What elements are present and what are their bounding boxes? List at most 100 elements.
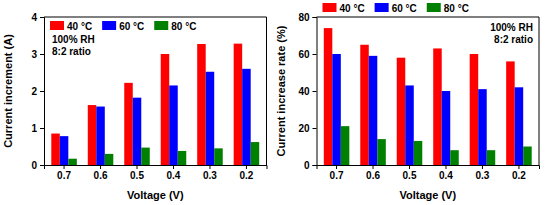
tick: 0 (31, 160, 44, 171)
bar (324, 28, 333, 165)
tick: 0.7 (57, 165, 71, 181)
bar (51, 134, 60, 165)
tick-mark (313, 17, 317, 18)
bar (332, 54, 341, 165)
tick-mark (173, 165, 174, 169)
bar (470, 54, 479, 165)
legend-label: 80 °C (171, 21, 196, 32)
tick-mark (40, 128, 44, 129)
bar (105, 154, 114, 165)
tick: 40 (298, 86, 316, 97)
tick-mark (313, 91, 317, 92)
bar (141, 148, 150, 165)
plot-frame (44, 17, 267, 165)
tick-mark (40, 165, 44, 166)
bar (397, 58, 406, 165)
tick-label: 0.5 (403, 170, 417, 181)
tick: 3 (31, 49, 44, 60)
bar (515, 87, 524, 165)
bar (206, 72, 215, 165)
bar (60, 136, 69, 165)
annotation: 8:2 ratio (52, 46, 91, 57)
tick-mark (313, 165, 317, 166)
tick-label: 4 (31, 12, 37, 23)
tick-label: 0.7 (330, 170, 344, 181)
legend-swatch (102, 21, 116, 30)
tick-mark (373, 165, 374, 169)
tick-label: 0.4 (167, 170, 181, 181)
tick-mark (336, 165, 337, 169)
tick-mark (445, 165, 446, 169)
bar (478, 89, 487, 165)
axis-line (45, 166, 268, 170)
tick: 0 (304, 160, 317, 171)
tick: 0.6 (366, 165, 380, 181)
bar (405, 85, 414, 165)
bar (506, 61, 515, 165)
bar (96, 107, 105, 165)
y-axis-title: Current increase rate (%) (275, 25, 287, 156)
bar (214, 148, 223, 165)
legend-label: 60 °C (119, 21, 144, 32)
legend-swatch (154, 21, 168, 30)
tick-label: 3 (31, 49, 37, 60)
tick: 0.2 (512, 165, 526, 181)
legend-label: 40 °C (340, 3, 365, 14)
annotation: 8:2 ratio (494, 34, 533, 45)
tick-label: 0.3 (476, 170, 490, 181)
chart-panel: 012340.70.60.50.40.30.2Voltage (V)Curren… (2, 12, 267, 201)
axis-line (313, 18, 318, 166)
tick-mark (64, 165, 65, 169)
tick: 1 (31, 123, 44, 134)
tick-label: 0 (31, 160, 37, 171)
tick: 60 (298, 49, 316, 60)
tick: 0.4 (167, 165, 181, 181)
tick: 0.3 (203, 165, 217, 181)
tick-mark (313, 128, 317, 129)
bar (169, 85, 178, 165)
bar (377, 139, 386, 165)
y-axis-title: Current increment (A) (2, 34, 14, 148)
tick-label: 1 (31, 123, 37, 134)
tick-mark (100, 165, 101, 169)
tick-mark (313, 54, 317, 55)
tick-mark (518, 165, 519, 169)
figure: 012340.70.60.50.40.30.2Voltage (V)Curren… (0, 0, 545, 205)
tick: 4 (31, 12, 44, 23)
tick-label: 20 (298, 123, 310, 134)
tick: 20 (298, 123, 316, 134)
legend-label: 40 °C (67, 21, 92, 32)
bar (124, 83, 133, 165)
tick: 0.5 (130, 165, 144, 181)
tick-label: 0.5 (130, 170, 144, 181)
bar (161, 54, 170, 165)
tick: 80 (298, 12, 316, 23)
bar (133, 98, 142, 165)
legend-swatch (375, 3, 389, 12)
tick-mark (40, 54, 44, 55)
bar (178, 151, 187, 165)
bar (68, 159, 77, 165)
annotation: 100% RH (52, 34, 95, 45)
tick-mark (246, 165, 247, 169)
bar (523, 147, 532, 166)
tick-label: 0.4 (439, 170, 453, 181)
bar (234, 44, 243, 165)
legend-label: 60 °C (392, 3, 417, 14)
bar (197, 44, 206, 165)
tick-label: 40 (298, 86, 310, 97)
bars (324, 28, 532, 165)
tick-label: 80 (298, 12, 310, 23)
tick: 0.7 (330, 165, 344, 181)
legend-label: 80 °C (444, 3, 469, 14)
x-axis: 0.70.60.50.40.30.2 (45, 165, 268, 181)
tick: 0.3 (476, 165, 490, 181)
bar (360, 45, 369, 165)
tick-label: 0.6 (366, 170, 380, 181)
tick-mark (482, 165, 483, 169)
bar (487, 150, 496, 165)
legend-swatch (323, 3, 337, 12)
bar (88, 105, 97, 165)
tick-label: 0.3 (203, 170, 217, 181)
bar (369, 56, 378, 165)
